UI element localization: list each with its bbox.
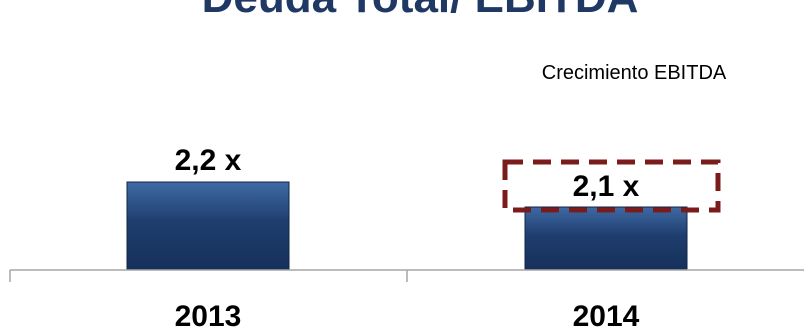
labels: 2,2 x 2013 2,1 x 2014 [175, 144, 640, 332]
chart-title: Deuda Total/ EBITDA [202, 0, 639, 22]
category-label-2014: 2014 [573, 300, 640, 332]
data-label-2013: 2,2 x [175, 144, 242, 177]
category-label-2013: 2013 [175, 300, 242, 332]
growth-annotation: Crecimiento EBITDA [542, 62, 727, 84]
bars [126, 181, 688, 271]
highlight-box [502, 159, 721, 213]
bar-2013 [126, 181, 290, 271]
bar-2014 [524, 206, 688, 271]
data-label-2014: 2,1 x [573, 170, 640, 203]
